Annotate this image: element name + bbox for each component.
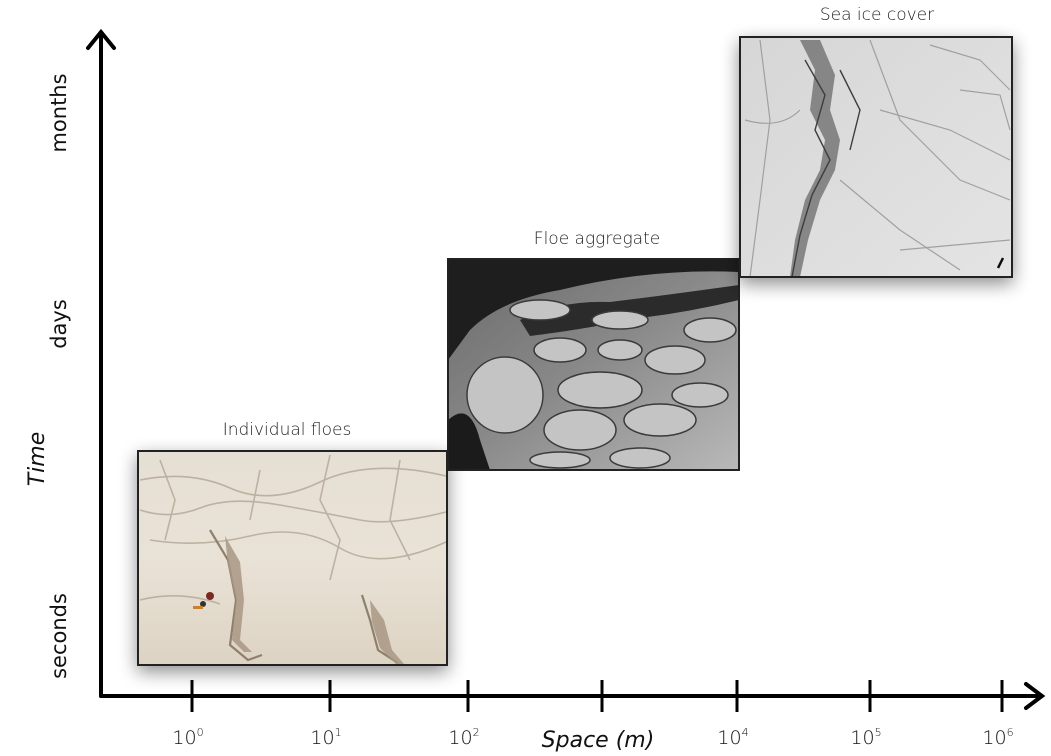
y-axis-title: Time (25, 432, 50, 487)
caption-sea-ice-cover: Sea ice cover (820, 5, 934, 25)
panel-floe-aggregate: Floe aggregate (447, 229, 740, 471)
panel-sea-ice-cover: Sea ice cover (739, 5, 1013, 278)
y-axis-arrowhead (86, 28, 116, 50)
caption-individual-floes: Individual floes (223, 420, 352, 440)
x-tick-label: 106 (982, 726, 1013, 749)
sea-ice-cover-photo (739, 36, 1013, 278)
y-level-days: days (47, 299, 71, 349)
axes (86, 28, 1046, 710)
x-tick-label: 105 (850, 726, 881, 749)
x-tick-label: 100 (172, 726, 203, 749)
y-level-months: months (47, 73, 71, 152)
x-axis-title: Space (m) (542, 728, 655, 753)
x-tick-label: 104 (717, 726, 748, 749)
y-level-seconds: seconds (47, 593, 71, 679)
individual-floes-photo (137, 450, 448, 666)
panel-individual-floes: Individual floes (137, 420, 448, 666)
caption-floe-aggregate: Floe aggregate (534, 229, 660, 249)
x-tick-label: 102 (448, 726, 479, 749)
x-axis-arrowhead (1024, 682, 1046, 710)
x-tick-label: 101 (310, 726, 341, 749)
x-ticks: 100 101 102 104 105 106 (172, 680, 1014, 749)
floe-aggregate-photo (447, 258, 740, 471)
